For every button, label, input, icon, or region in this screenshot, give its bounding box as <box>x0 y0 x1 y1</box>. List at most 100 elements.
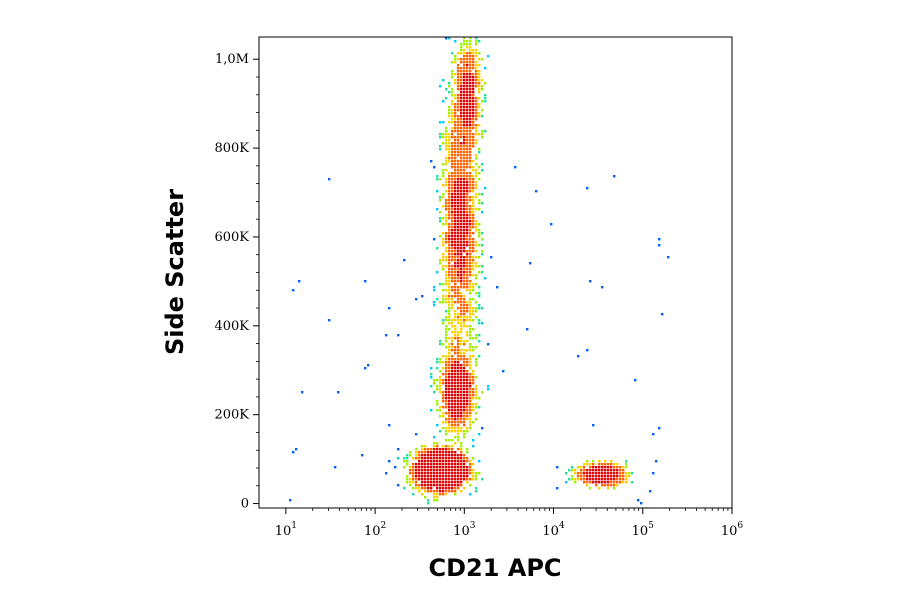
event-dot <box>454 115 457 118</box>
event-dot <box>622 469 625 472</box>
event-dot <box>436 361 439 364</box>
event-dot <box>421 475 424 478</box>
event-dot <box>475 109 478 112</box>
event-dot <box>478 319 481 322</box>
event-dot <box>457 115 460 118</box>
event-dot <box>475 301 478 304</box>
event-dot <box>436 466 439 469</box>
event-dot <box>457 67 460 70</box>
event-dot <box>451 379 454 382</box>
event-dot <box>475 127 478 130</box>
event-dot <box>433 490 436 493</box>
event-dot <box>445 331 448 334</box>
event-dot <box>424 457 427 460</box>
event-dot <box>448 328 451 331</box>
event-dot <box>481 85 484 88</box>
event-dot <box>448 478 451 481</box>
event-dot <box>466 79 469 82</box>
event-dot <box>481 250 484 253</box>
event-dot <box>445 259 448 262</box>
event-dot <box>469 421 472 424</box>
event-dot <box>466 280 469 283</box>
event-dot <box>475 334 478 337</box>
event-dot <box>463 379 466 382</box>
event-dot <box>445 163 448 166</box>
event-dot <box>427 490 430 493</box>
event-dot <box>445 241 448 244</box>
event-dot <box>601 466 604 469</box>
event-dot <box>472 256 475 259</box>
event-dot <box>451 190 454 193</box>
event-dot <box>439 481 442 484</box>
event-dot <box>466 286 469 289</box>
event-dot <box>601 472 604 475</box>
event-dot <box>481 391 484 394</box>
event-dot <box>460 85 463 88</box>
event-dot <box>454 169 457 172</box>
event-dot <box>454 139 457 142</box>
event-dot <box>451 193 454 196</box>
event-dot <box>406 463 409 466</box>
event-dot <box>442 136 445 139</box>
event-dot <box>442 367 445 370</box>
event-dot <box>466 151 469 154</box>
event-dot <box>469 43 472 46</box>
event-dot <box>466 481 469 484</box>
event-dot <box>451 232 454 235</box>
event-dot <box>292 451 295 454</box>
event-dot <box>469 112 472 115</box>
event-dot <box>622 475 625 478</box>
event-dot <box>418 484 421 487</box>
event-dot <box>445 466 448 469</box>
event-dot <box>442 478 445 481</box>
event-dot <box>475 157 478 160</box>
event-dot <box>448 199 451 202</box>
x-axis-title: CD21 APC <box>428 554 561 582</box>
event-dot <box>457 430 460 433</box>
event-dot <box>448 421 451 424</box>
event-dot <box>454 118 457 121</box>
event-dot <box>466 385 469 388</box>
event-dot <box>436 379 439 382</box>
event-dot <box>460 73 463 76</box>
event-dot <box>418 472 421 475</box>
event-dot <box>457 109 460 112</box>
event-dot <box>568 478 571 481</box>
event-dot <box>430 409 433 412</box>
event-dot <box>460 451 463 454</box>
event-dot <box>466 403 469 406</box>
event-dot <box>457 379 460 382</box>
event-dot <box>472 76 475 79</box>
event-dot <box>448 439 451 442</box>
event-dot <box>463 184 466 187</box>
event-dot <box>463 376 466 379</box>
event-dot <box>466 64 469 67</box>
event-dot <box>454 430 457 433</box>
y-tick-label: 400K <box>214 319 249 334</box>
event-dot <box>478 286 481 289</box>
event-dot <box>442 196 445 199</box>
event-dot <box>454 337 457 340</box>
event-dot <box>457 424 460 427</box>
event-dot <box>472 205 475 208</box>
event-dot <box>415 466 418 469</box>
event-dot <box>448 412 451 415</box>
event-dot <box>460 265 463 268</box>
event-dot <box>439 382 442 385</box>
event-dot <box>466 187 469 190</box>
event-dot <box>442 421 445 424</box>
event-dot <box>574 469 577 472</box>
event-dot <box>439 385 442 388</box>
event-dot <box>472 220 475 223</box>
event-dot <box>451 268 454 271</box>
event-dot <box>436 487 439 490</box>
event-dot <box>439 235 442 238</box>
event-dot <box>472 244 475 247</box>
event-dot <box>619 466 622 469</box>
event-dot <box>457 439 460 442</box>
event-dot <box>613 481 616 484</box>
event-dot <box>466 226 469 229</box>
event-dot <box>424 472 427 475</box>
event-dot <box>628 475 631 478</box>
event-dot <box>460 76 463 79</box>
